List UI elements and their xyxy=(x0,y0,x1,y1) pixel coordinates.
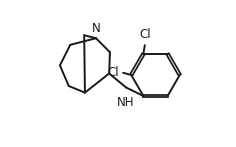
Text: Cl: Cl xyxy=(139,29,151,41)
Text: Cl: Cl xyxy=(108,66,119,79)
Text: NH: NH xyxy=(117,96,134,108)
Text: N: N xyxy=(92,22,101,35)
